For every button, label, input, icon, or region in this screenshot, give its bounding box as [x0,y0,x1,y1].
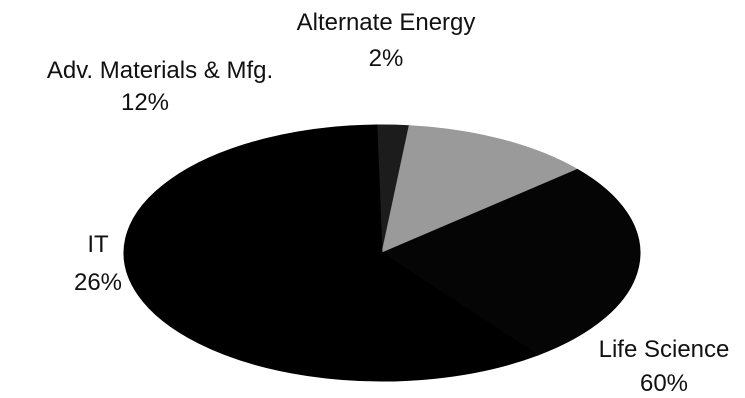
percent-life-science: 60% [640,370,688,397]
label-life-science: Life Science [599,336,730,363]
pie-slices [123,124,641,382]
label-it: IT [87,231,109,258]
percent-adv-materials: 12% [121,89,169,116]
percent-alternate-energy: 2% [369,45,404,72]
pie-slice-it [380,168,641,356]
label-adv-materials: Adv. Materials & Mfg. [47,57,273,84]
label-alternate-energy: Alternate Energy [297,9,476,36]
percent-it: 26% [74,269,122,296]
pie-slice-life-science [123,124,539,382]
pie-slice-adv-materials-mfg [381,125,579,254]
